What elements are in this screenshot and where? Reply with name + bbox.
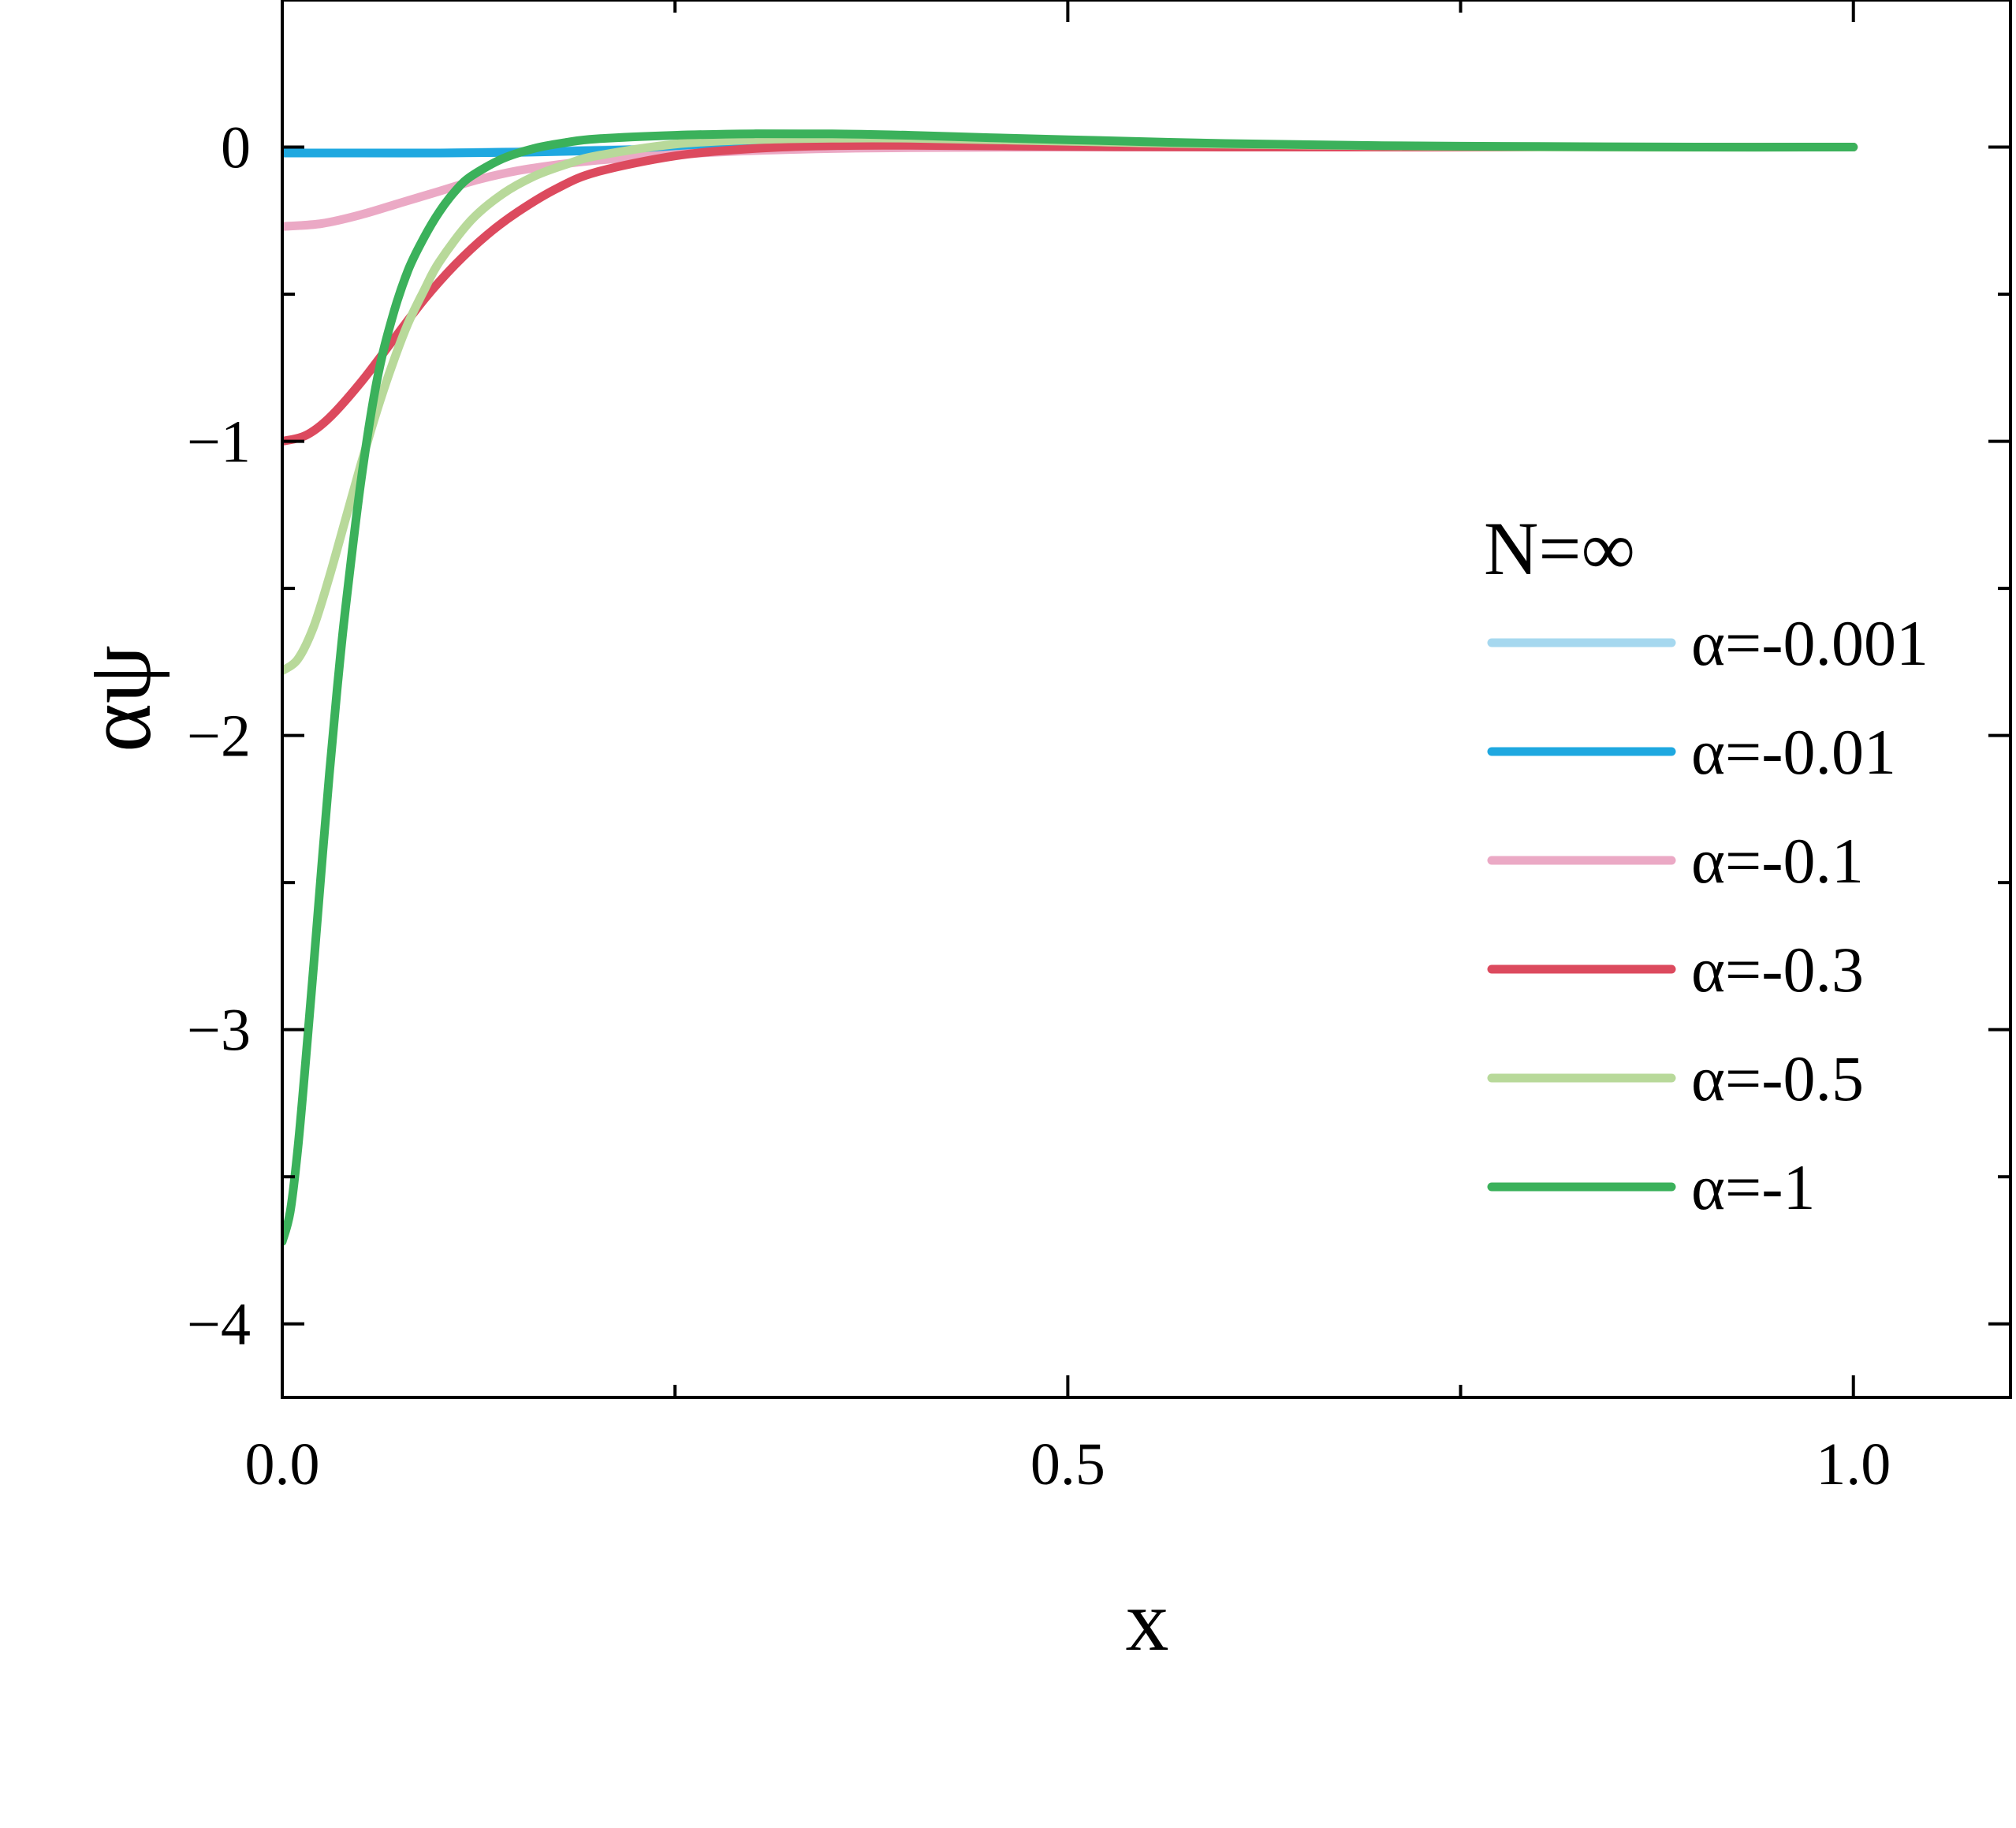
legend-label-4: α=-0.5: [1691, 1043, 1864, 1114]
plot-frame: [281, 0, 2012, 1399]
x-tick-label: 0.5: [1030, 1431, 1105, 1498]
tick-label-layer: 0.0 0.5 1.0 0 −1 −2 −3 −4: [187, 115, 1891, 1498]
y-tick-label: −1: [187, 409, 251, 476]
y-axis-title: αψ: [67, 645, 170, 752]
y-tick-label: −2: [187, 703, 251, 770]
legend: N=∞ α=-0.001 α=-0.01 α=-0.1 α=-0.3 α=-0.5 α=-…: [1484, 506, 1928, 1223]
legend-label-5: α=-1: [1691, 1151, 1816, 1223]
y-tick-label: −3: [187, 998, 251, 1064]
series-line-5: [282, 129, 1858, 1246]
legend-label-1: α=-0.01: [1691, 716, 1896, 788]
y-tick-label: −4: [187, 1292, 251, 1358]
y-tick-label: 0: [221, 115, 251, 181]
x-tick-label: 1.0: [1816, 1431, 1891, 1498]
series-layer: [282, 129, 1858, 1246]
legend-label-0: α=-0.001: [1691, 607, 1928, 679]
tick-layer: [281, 0, 2010, 1397]
x-tick-label: 0.0: [245, 1431, 320, 1498]
x-axis-title: x: [1126, 1572, 1169, 1669]
legend-label-3: α=-0.3: [1691, 934, 1864, 1005]
legend-title: N=∞: [1484, 506, 1635, 591]
legend-label-2: α=-0.1: [1691, 825, 1864, 897]
